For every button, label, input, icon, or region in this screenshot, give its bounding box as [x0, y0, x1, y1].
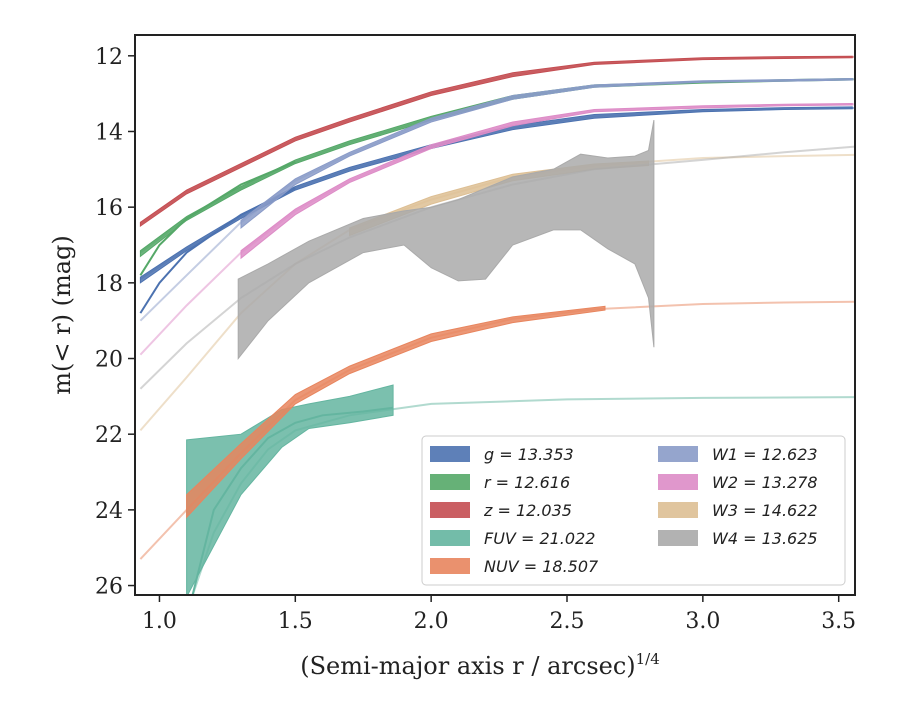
legend-swatch-z [430, 502, 470, 518]
nuv-band [186, 305, 606, 519]
fuv-band [186, 384, 394, 595]
legend-label-w3: W3 = 14.622 [712, 501, 818, 520]
legend-label-z: z = 12.035 [483, 501, 572, 520]
x-tick-label: 1.0 [142, 609, 177, 634]
x-tick-label: 3.5 [821, 609, 856, 634]
y-tick-label: 18 [95, 272, 123, 297]
y-tick-label: 24 [95, 499, 123, 524]
legend-swatch-w1 [658, 446, 698, 462]
legend-swatch-w2 [658, 474, 698, 490]
x-tick-label: 3.0 [685, 609, 720, 634]
y-axis-label: m(< r) (mag) [48, 235, 76, 394]
legend-box [421, 435, 846, 586]
legend-swatch-w3 [658, 502, 698, 518]
y-tick-label: 20 [95, 348, 123, 373]
w1-band [240, 77, 853, 230]
legend: g = 13.353 r = 12.616 z = 12.035 FUV = 21.0… [421, 435, 846, 586]
y-tick-label: 16 [95, 196, 123, 221]
legend-label-nuv: NUV = 18.507 [484, 557, 599, 576]
legend-label-r: r = 12.616 [484, 473, 570, 492]
legend-swatch-fuv [430, 530, 470, 546]
x-axis-label-text: (Semi-major axis r / arcsec) [300, 652, 635, 680]
y-tick-label: 22 [95, 423, 123, 448]
legend-swatch-g [430, 446, 470, 462]
y-tick-label: 12 [95, 45, 123, 70]
legend-label-g: g = 13.353 [484, 445, 574, 464]
x-tick-label: 1.5 [278, 609, 313, 634]
z-band [139, 55, 853, 228]
axis-ticks: 1.0 1.5 2.0 2.5 3.0 3.5 12 14 16 18 20 22 24 26 [95, 45, 856, 634]
legend-swatch-r [430, 474, 470, 490]
x-axis-label-superscript: 1/4 [636, 650, 660, 668]
y-tick-label: 14 [95, 120, 123, 145]
legend-label-fuv: FUV = 21.022 [484, 529, 595, 548]
x-axis-label: (Semi-major axis r / arcsec)1/4 [300, 650, 660, 680]
legend-label-w1: W1 = 12.623 [712, 445, 818, 464]
y-tick-label: 26 [95, 575, 123, 600]
x-tick-label: 2.5 [550, 609, 585, 634]
w2-band [240, 102, 853, 260]
fuv-inner-curve [191, 406, 394, 595]
legend-label-w4: W4 = 13.625 [712, 529, 818, 548]
plot-area [139, 55, 855, 595]
r-inner-curve [139, 160, 296, 276]
x-tick-label: 2.0 [414, 609, 449, 634]
plot-frame [134, 34, 856, 596]
legend-swatch-nuv [430, 558, 470, 574]
legend-swatch-w4 [658, 530, 698, 546]
legend-label-w2: W2 = 13.278 [712, 473, 818, 492]
g-inner-curve [139, 187, 296, 314]
w4-band [237, 120, 655, 360]
